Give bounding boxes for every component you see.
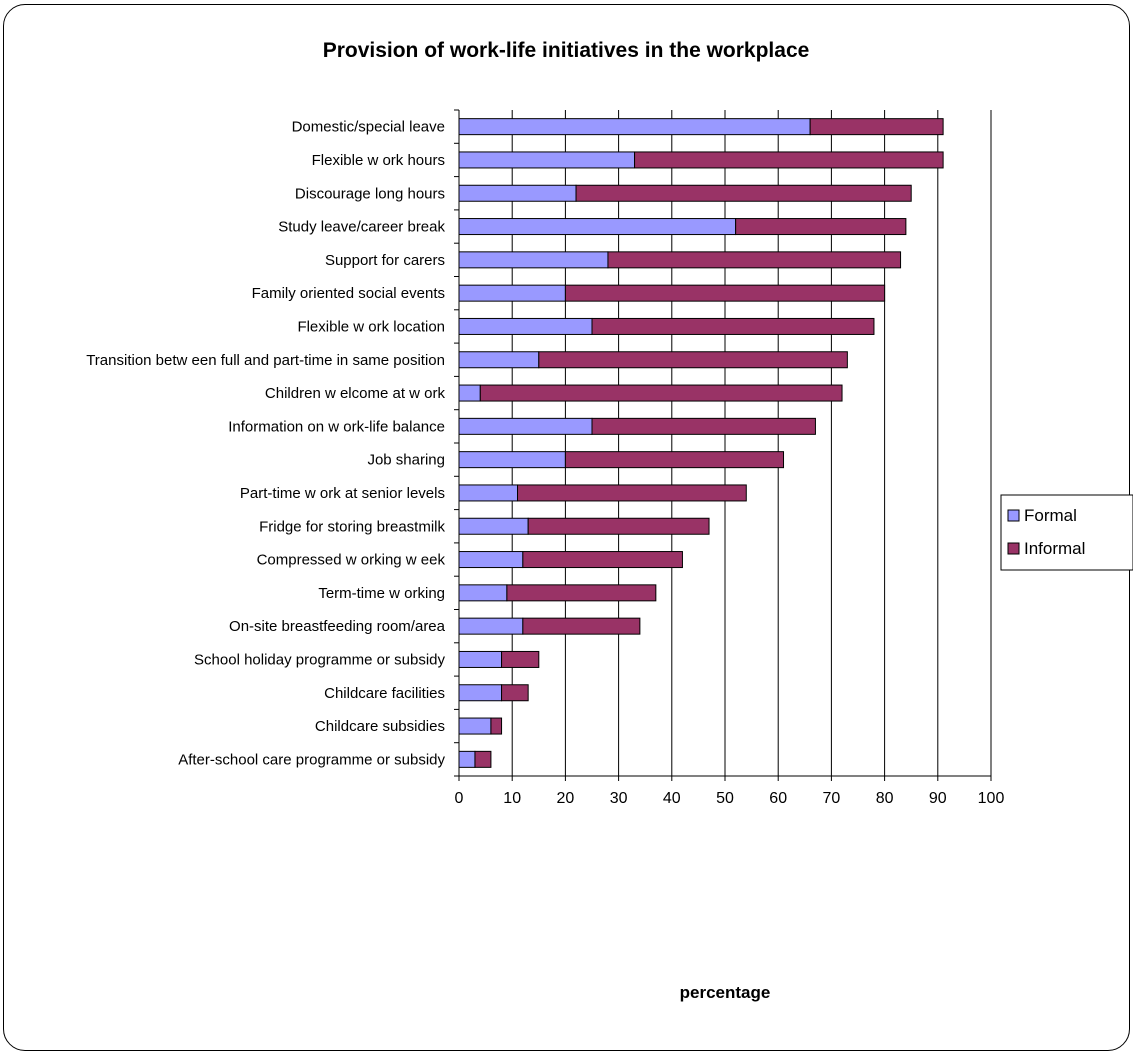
bar-formal-9 <box>458 417 593 435</box>
x-tick-label: 40 <box>663 790 681 807</box>
bar-formal-4 <box>458 251 609 269</box>
x-tick-label: 100 <box>978 790 1005 807</box>
bar-informal-11 <box>517 484 747 502</box>
bar-informal-0 <box>809 118 944 136</box>
bar-formal-1 <box>458 151 636 169</box>
bar-informal-19 <box>474 750 492 768</box>
bar-informal-18 <box>490 717 503 735</box>
bar-formal-17 <box>458 684 503 702</box>
x-tick-label: 0 <box>455 790 464 807</box>
legend-box <box>1000 494 1133 571</box>
bar-formal-15 <box>458 617 524 635</box>
x-tick-label: 90 <box>929 790 947 807</box>
x-tick-label: 20 <box>557 790 575 807</box>
bar-formal-19 <box>458 750 476 768</box>
bar-formal-18 <box>458 717 492 735</box>
x-tick-label: 70 <box>823 790 841 807</box>
bar-informal-4 <box>607 251 902 269</box>
x-tick-label: 30 <box>610 790 628 807</box>
category-label: Part-time w ork at senior levels <box>240 485 445 502</box>
category-label: Compressed w orking w eek <box>257 552 446 569</box>
x-axis-label: percentage <box>680 983 771 1002</box>
bar-formal-6 <box>458 317 593 335</box>
bar-informal-9 <box>591 417 816 435</box>
category-label: Domestic/special leave <box>292 119 445 136</box>
gridlines <box>511 110 992 776</box>
bar-informal-14 <box>506 584 657 602</box>
bars <box>458 118 944 768</box>
category-label: Childcare subsidies <box>315 718 445 735</box>
bar-informal-15 <box>522 617 641 635</box>
x-tick-label: 80 <box>876 790 894 807</box>
category-label: Transition betw een full and part-time i… <box>86 352 445 369</box>
bar-informal-7 <box>538 351 848 369</box>
category-label: Childcare facilities <box>324 685 445 702</box>
x-tick-labels: 0 10 20 30 40 50 60 70 80 90 100 <box>455 790 1005 807</box>
bar-formal-8 <box>458 384 481 402</box>
bar-informal-17 <box>501 684 529 702</box>
category-label: Support for carers <box>325 252 445 269</box>
category-label: Flexible w ork location <box>297 318 445 335</box>
bar-informal-6 <box>591 317 875 335</box>
bar-formal-2 <box>458 184 577 202</box>
category-label: School holiday programme or subsidy <box>194 651 445 668</box>
category-label: Fridge for storing breastmilk <box>259 518 445 535</box>
bar-informal-3 <box>735 218 907 236</box>
bar-informal-10 <box>564 451 785 469</box>
category-label: Flexible w ork hours <box>312 152 445 169</box>
bar-formal-7 <box>458 351 540 369</box>
bar-informal-2 <box>575 184 912 202</box>
bar-formal-11 <box>458 484 519 502</box>
bar-formal-10 <box>458 451 566 469</box>
category-label: Term-time w orking <box>318 585 445 602</box>
category-label: After-school care programme or subsidy <box>178 751 445 768</box>
bar-formal-5 <box>458 284 566 302</box>
category-label: Study leave/career break <box>278 219 445 236</box>
bar-informal-13 <box>522 551 683 569</box>
x-tick-label: 10 <box>503 790 521 807</box>
x-tick-label: 50 <box>716 790 734 807</box>
category-label: Information on w ork-life balance <box>228 418 445 435</box>
bar-informal-5 <box>564 284 886 302</box>
category-label: Children w elcome at w ork <box>265 385 446 402</box>
legend: Formal Informal <box>1000 494 1133 571</box>
bar-formal-13 <box>458 551 524 569</box>
chart-title: Provision of work-life initiatives in th… <box>323 39 810 62</box>
category-label: Discourage long hours <box>295 185 445 202</box>
category-label: Job sharing <box>367 452 445 469</box>
bar-informal-1 <box>634 151 944 169</box>
category-label: On-site breastfeeding room/area <box>229 618 446 635</box>
legend-swatch-formal <box>1007 509 1020 522</box>
legend-label-formal: Formal <box>1024 506 1077 525</box>
bar-formal-14 <box>458 584 508 602</box>
bar-formal-12 <box>458 517 529 535</box>
axes <box>454 109 992 781</box>
bar-informal-12 <box>527 517 710 535</box>
x-tick-label: 60 <box>769 790 787 807</box>
category-label: Family oriented social events <box>252 285 445 302</box>
bar-informal-8 <box>479 384 843 402</box>
bar-formal-16 <box>458 650 503 668</box>
bar-formal-3 <box>458 218 737 236</box>
category-labels: Domestic/special leave Flexible w ork hou… <box>86 119 445 769</box>
legend-label-informal: Informal <box>1024 539 1085 558</box>
legend-swatch-informal <box>1007 542 1020 555</box>
bar-formal-0 <box>458 118 811 136</box>
bar-informal-16 <box>501 650 540 668</box>
